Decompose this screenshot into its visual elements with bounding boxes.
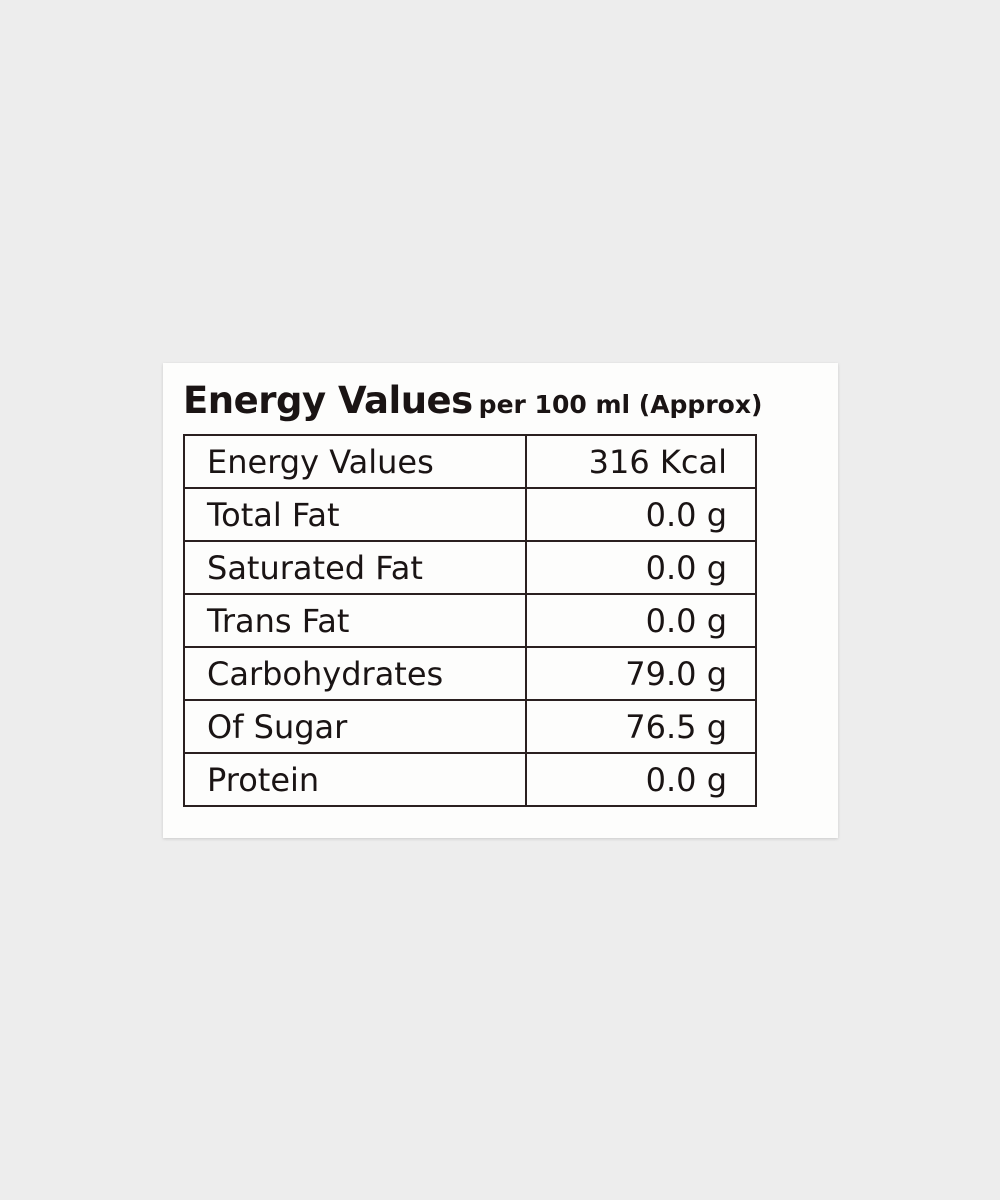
label-card: Energy Values per 100 ml (Approx) Energy … (163, 363, 838, 838)
table-row: Protein 0.0 g (183, 752, 757, 807)
nutrient-name: Energy Values (183, 434, 527, 489)
table-body: Energy Values 316 Kcal Total Fat 0.0 g Satur… (183, 434, 757, 807)
nutrient-value: 0.0 g (525, 593, 757, 648)
nutrient-value: 0.0 g (525, 487, 757, 542)
table-row: Total Fat 0.0 g (183, 487, 757, 542)
table-row: Carbohydrates 79.0 g (183, 646, 757, 701)
nutrient-name: Of Sugar (183, 699, 527, 754)
nutrient-value: 0.0 g (525, 752, 757, 807)
nutrient-value: 0.0 g (525, 540, 757, 595)
nutrient-value: 76.5 g (525, 699, 757, 754)
title: Energy Values (183, 379, 473, 422)
table-row: Of Sugar 76.5 g (183, 699, 757, 754)
nutrient-name: Saturated Fat (183, 540, 527, 595)
nutrient-name: Trans Fat (183, 593, 527, 648)
nutrition-table: Energy Values 316 Kcal Total Fat 0.0 g Satur… (183, 434, 757, 807)
nutrient-name: Total Fat (183, 487, 527, 542)
nutrient-name: Carbohydrates (183, 646, 527, 701)
table-row: Saturated Fat 0.0 g (183, 540, 757, 595)
table-row: Energy Values 316 Kcal (183, 434, 757, 489)
header: Energy Values per 100 ml (Approx) (183, 379, 762, 422)
table-row: Trans Fat 0.0 g (183, 593, 757, 648)
nutrient-value: 79.0 g (525, 646, 757, 701)
nutrient-name: Protein (183, 752, 527, 807)
nutrient-value: 316 Kcal (525, 434, 757, 489)
subtitle: per 100 ml (Approx) (478, 390, 763, 419)
